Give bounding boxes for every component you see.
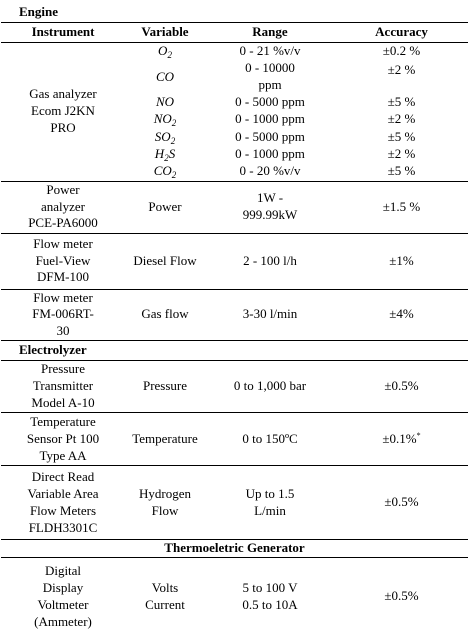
temperature-accuracy: ±0.1%* xyxy=(335,412,469,467)
table-row: NO 0 - 5000 ppm ±5 % xyxy=(1,94,468,111)
flow1-variable: Diesel Flow xyxy=(125,233,205,290)
gas-range: 0 - 21 %v/v xyxy=(239,42,301,58)
table-row: Direct Read Variable Area Flow Meters FL… xyxy=(1,465,469,541)
header-accuracy: Accuracy xyxy=(335,22,469,43)
table-row: Gas analyzer Ecom J2KN PRO O2 0 - 21 %v/… xyxy=(1,42,468,182)
gas-accuracy: ±5 % xyxy=(387,128,416,144)
table-row: CO2 0 - 20 %v/v ±5 % xyxy=(1,163,469,182)
gas-variable: NO2 xyxy=(153,111,177,129)
header-variable: Variable xyxy=(125,22,205,43)
gas-accuracy: ±5 % xyxy=(335,163,469,182)
gas-variable: SO2 xyxy=(154,128,176,146)
power-accuracy: ±1.5 % xyxy=(335,181,469,234)
table-row: Flow meter FM-006RT- 30 Gas flow 3-30 l/… xyxy=(1,289,469,342)
gas-variable: NO xyxy=(155,94,175,110)
gas-accuracy: ±2 % xyxy=(387,111,416,127)
power-instrument: Power analyzer PCE-PA6000 xyxy=(1,181,125,234)
flow2-variable: Gas flow xyxy=(125,289,205,342)
flow1-accuracy: ±1% xyxy=(335,233,469,290)
table-row: Temperature Sensor Pt 100 Type AA Temper… xyxy=(1,412,469,467)
section-thermoelectric: Thermoeletric Generator xyxy=(1,539,469,559)
temperature-instrument: Temperature Sensor Pt 100 Type AA xyxy=(1,412,125,467)
gas-range: 0 - 5000 ppm xyxy=(235,94,305,110)
gas-variable: O2 xyxy=(158,42,172,60)
gas-variable: CO xyxy=(155,68,175,84)
table-row: H2S 0 - 1000 ppm ±2 % xyxy=(1,146,468,163)
section-engine: Engine xyxy=(1,4,469,23)
hydrogen-accuracy: ±0.5% xyxy=(335,465,469,541)
gas-accuracy: ±0.2 % xyxy=(382,42,421,58)
flow2-instrument: Flow meter FM-006RT- 30 xyxy=(1,289,125,342)
flow1-range: 2 - 100 l/h xyxy=(205,233,335,290)
table: Engine Instrument Variable Range Accurac… xyxy=(1,4,469,636)
gas-range: 0 - 1000 ppm xyxy=(235,146,305,162)
power-variable: Power xyxy=(125,181,205,234)
flow2-accuracy: ±4% xyxy=(335,289,469,342)
gas-range: 0 - 20 %v/v xyxy=(205,163,335,182)
header-instrument: Instrument xyxy=(1,22,125,43)
gas-variable: CO2 xyxy=(125,163,205,182)
table-row: Flow meter Fuel-View DFM-100 Diesel Flow… xyxy=(1,233,469,290)
temperature-variable: Temperature xyxy=(125,412,205,467)
flow1-instrument: Flow meter Fuel-View DFM-100 xyxy=(1,233,125,290)
gas-range: 0 - 10000 ppm xyxy=(245,60,295,92)
temperature-range: 0 to 150ºC xyxy=(205,412,335,467)
table-row: Power analyzer PCE-PA6000 Power 1W - 999… xyxy=(1,181,469,234)
table-row: CO 0 - 10000 ppm ±2 % xyxy=(1,60,468,94)
voltmeter-instrument: Digital Display Voltmeter (Ammeter) xyxy=(34,563,92,629)
table-row: SO2 0 - 5000 ppm ±5 % xyxy=(1,128,468,146)
hydrogen-instrument: Direct Read Variable Area Flow Meters FL… xyxy=(1,465,125,541)
gas-range: 0 - 1000 ppm xyxy=(235,111,305,127)
power-range: 1W - 999.99kW xyxy=(205,181,335,234)
pressure-variable: Pressure xyxy=(125,360,205,414)
gas-accuracy: ±2 % xyxy=(387,146,416,162)
gas-accuracy: ±2 % xyxy=(387,62,416,77)
pressure-range: 0 to 1,000 bar xyxy=(205,360,335,414)
pressure-accuracy: ±0.5% xyxy=(335,360,469,414)
pressure-instrument: Pressure Transmitter Model A-10 xyxy=(1,360,125,414)
flow2-range: 3-30 l/min xyxy=(205,289,335,342)
gas-instrument: Gas analyzer Ecom J2KN PRO xyxy=(1,42,125,182)
header-range: Range xyxy=(205,22,335,43)
table-row: Digital Display Voltmeter (Ammeter) Volt… xyxy=(1,558,468,636)
voltmeter-accuracy: ±0.5% xyxy=(384,588,419,604)
voltmeter-range: 5 to 100 V 0.5 to 10A xyxy=(242,580,298,612)
voltmeter-variable: Volts Current xyxy=(145,580,185,612)
hydrogen-range: Up to 1.5 L/min xyxy=(205,465,335,541)
hydrogen-variable: Hydrogen Flow xyxy=(125,465,205,541)
section-electrolyzer: Electrolyzer xyxy=(1,340,469,362)
table-row: NO2 0 - 1000 ppm ±2 % xyxy=(1,111,468,128)
gas-range: 0 - 5000 ppm xyxy=(235,128,305,144)
gas-variable: H2S xyxy=(154,146,176,164)
gas-accuracy: ±5 % xyxy=(387,94,416,110)
table-row: Pressure Transmitter Model A-10 Pressure… xyxy=(1,360,469,414)
